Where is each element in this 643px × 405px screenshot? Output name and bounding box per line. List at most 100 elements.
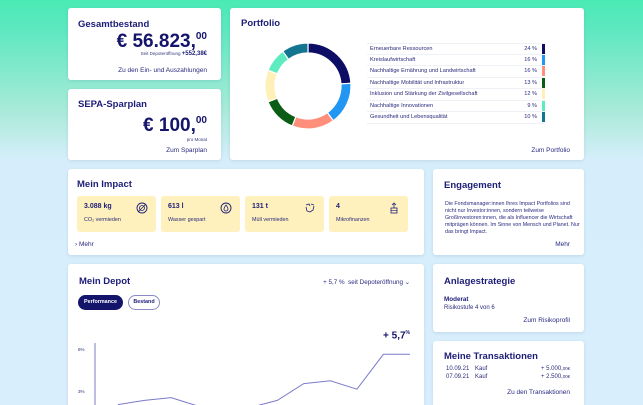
legend-row: Gesundheit und Lebensqualität 10 % [367,112,545,124]
legend-row: Kreislaufwirtschaft 16 % [367,54,545,66]
legend-row: Inklusion und Stärkung der Zivilgesellsc… [367,89,545,101]
legend-pct: 13 % [524,79,537,86]
risikoprofil-link[interactable]: Zum Risikoprofil [523,317,570,324]
legend-pct: 16 % [524,56,537,63]
tab-bestand[interactable]: Bestand [128,295,160,310]
legend-label: Erneuerbare Ressourcen [370,45,433,52]
impact-label: Müll vermieden [252,217,289,223]
amount-cents: 00 [195,31,207,42]
legend-color-swatch [542,43,545,54]
tx-type: Kauf [475,374,488,380]
sparplan-card: SEPA-Sparplan € 100,00 pro Monat Zum Spa… [68,89,221,160]
since-value: +552,38€ [181,51,207,57]
impact-label: Wasser gespart [168,217,206,223]
impact-more-label: Mehr [78,241,94,248]
transaktionen-card: Meine Transaktionen 10.09.21 Kauf + 5.00… [433,341,584,405]
tx-amount-cents: 00€ [562,366,570,371]
strategie-level: Moderat [444,296,469,303]
deposits-link[interactable]: Zu den Ein- und Auszahlungen [118,67,207,74]
legend-pct: 12 % [524,91,537,98]
legend-color-swatch [542,112,545,123]
donut-segment [291,111,335,130]
tx-type: Kauf [475,366,488,372]
portfolio-card: Portfolio Erneuerbare Ressourcen 24 % Krei… [230,8,584,160]
donut-segment [307,42,352,85]
microfinance-icon [390,202,398,214]
tx-amount-cents: 00€ [562,374,570,379]
strategie-card: Anlagestrategie Moderat Risikostufe 4 vo… [433,264,584,332]
legend-pct: 16 % [524,68,537,75]
depot-card: Mein Depot + 5,7 % seit Depoteröffnung ⌄… [68,264,424,405]
impact-value: 613 l [168,203,184,210]
ytick-3: 3% [78,389,85,394]
impact-more-link[interactable]: › Mehr [75,241,94,248]
impact-tile-co2: 3.088 kg CO₂ vermieden [77,196,156,232]
donut-segment [264,69,279,103]
legend-row: Nachhaltige Innovationen 9 % [367,100,545,112]
portfolio-title: Portfolio [241,18,281,29]
portfolio-legend: Erneuerbare Ressourcen 24 % Kreislaufwirts… [367,43,545,124]
transaktionen-title: Meine Transaktionen [444,351,538,362]
period-label: seit Depoteröffnung [348,279,403,286]
performance-line-chart [94,343,410,405]
legend-color-swatch [542,100,545,111]
engagement-card: Engagement Die Fondsmanager:innen Ihres … [433,169,584,255]
tab-performance[interactable]: Performance [78,295,123,310]
legend-color-swatch [542,77,545,88]
strategie-risk: Risikostufe 4 von 6 [444,305,495,311]
chart-end-value: + 5,7 [383,330,406,342]
transaktionen-link[interactable]: Zu den Transaktionen [507,389,570,396]
gesamtbestand-amount: € 56.823,00 [117,31,207,53]
engagement-more-link[interactable]: Mehr [555,241,570,248]
recycle-icon [305,203,315,213]
depot-period-selector[interactable]: + 5,7 % seit Depoteröffnung ⌄ [323,279,410,286]
gesamtbestand-card: Gesamtbestand € 56.823,00 Seit Depoteröf… [68,8,221,80]
tx-date: 07.09.21 [446,374,470,380]
chart-end-unit: % [405,330,410,336]
legend-label: Kreislaufwirtschaft [370,56,416,63]
portfolio-donut-chart [264,42,352,130]
tx-amount: + 5.000,00€ [541,366,570,372]
legend-row: Erneuerbare Ressourcen 24 % [367,43,545,55]
legend-label: Inklusion und Stärkung der Zivilgesellsc… [370,91,478,98]
impact-value: 131 t [252,203,268,210]
sparplan-link[interactable]: Zum Sparplan [166,147,207,154]
tx-amount-main: + 5.000, [540,366,563,372]
legend-color-swatch [542,89,545,100]
chart-end-label: + 5,7% [383,330,410,341]
engagement-text: Die Fondsmanager:innen Ihres Impact Port… [445,201,580,235]
ytick-6: 6% [78,347,85,352]
legend-color-swatch [542,54,545,65]
legend-label: Nachhaltige Ernährung und Landwirtschaft [370,68,476,75]
impact-label: Mikrofinanzen [336,217,370,223]
legend-label: Gesundheit und Lebensqualität [370,114,448,121]
portfolio-link[interactable]: Zum Portfolio [531,147,570,154]
transaction-row[interactable]: 07.09.21 Kauf + 2.500,00€ [446,374,570,380]
impact-tile-water: 613 l Wasser gespart [161,196,240,232]
amount-cents: 00 [195,115,207,126]
impact-tile-microfinance: 4 Mikrofinanzen [329,196,408,232]
impact-value: 4 [336,203,340,210]
strategie-title: Anlagestrategie [444,276,516,287]
since-label: Seit Depoteröffnung [140,51,181,56]
legend-row: Nachhaltige Mobilität und Infrastruktur 1… [367,77,545,89]
impact-tile-waste: 131 t Müll vermieden [245,196,324,232]
sparplan-title: SEPA-Sparplan [78,99,147,110]
impact-value: 3.088 kg [84,203,112,210]
gesamtbestand-title: Gesamtbestand [78,19,150,30]
impact-label: CO₂ vermieden [84,217,121,223]
donut-segment [326,82,352,122]
performance-summary: + 5,7 % [323,279,345,286]
legend-label: Nachhaltige Mobilität und Infrastruktur [370,79,465,86]
legend-row: Nachhaltige Ernährung und Landwirtschaft… [367,66,545,78]
legend-pct: 9 % [527,102,537,109]
legend-label: Nachhaltige Innovationen [370,102,434,109]
engagement-title: Engagement [444,180,502,191]
per-month: pro Monat [186,137,207,142]
amount-main: € 100, [143,115,196,136]
chevron-right-icon: › [75,241,78,248]
tx-date: 10.09.21 [446,366,470,372]
donut-segment [267,97,297,127]
donut-segment [281,42,309,61]
transaction-row[interactable]: 10.09.21 Kauf + 5.000,00€ [446,366,570,372]
